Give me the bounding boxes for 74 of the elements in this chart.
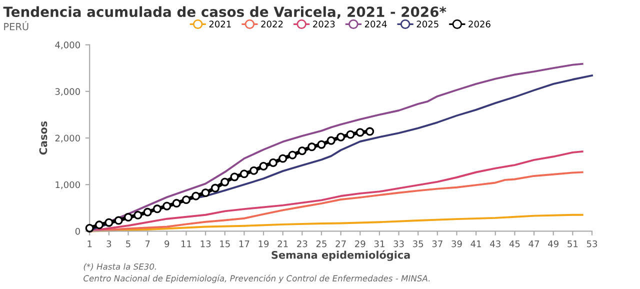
- point: [336, 132, 346, 142]
- legend-label: 2025: [416, 20, 438, 28]
- x-axis-title: Semana epidemiológica: [272, 250, 410, 261]
- x-tick-label: 9: [164, 240, 170, 248]
- y-tick-label: 2,000: [55, 134, 80, 142]
- x-tick-label: 21: [278, 240, 288, 248]
- x-tick-label: 35: [413, 240, 424, 248]
- x-tick-label: 43: [490, 240, 500, 248]
- x-tick-label: 33: [394, 240, 404, 248]
- x-tick-label: 23: [297, 240, 308, 248]
- point: [85, 224, 94, 232]
- y-tick-label: 0: [75, 228, 80, 235]
- text: Centro Nacional de Epidemiología, Prevención y Control de Enfermedades - MINSA.: [84, 274, 430, 284]
- point: [230, 172, 239, 182]
- point: [210, 184, 220, 192]
- x-tick-label: 31: [374, 240, 384, 248]
- legend-label: 2023: [313, 20, 335, 28]
- point: [326, 136, 336, 145]
- point: [298, 146, 306, 156]
- y-tick-label: 1,000: [56, 181, 80, 190]
- point: [240, 170, 248, 178]
- text: (*) Hasta la SE30.: [84, 263, 156, 271]
- point: [288, 150, 297, 160]
- x-tick-label: 51: [568, 240, 578, 248]
- point: [134, 210, 142, 220]
- x-tick-label: 45: [509, 240, 520, 248]
- point: [201, 188, 210, 198]
- point: [259, 162, 268, 170]
- y-tick-label: 4,000: [55, 42, 80, 50]
- x-tick-label: 17: [239, 240, 250, 248]
- legend-label: 2024: [364, 20, 387, 28]
- y-tick-label: 3,000: [55, 88, 80, 96]
- x-tick-label: 5: [126, 240, 130, 248]
- point: [162, 202, 172, 210]
- point: [308, 142, 316, 152]
- point: [268, 158, 278, 168]
- x-tick-label: 7: [145, 240, 150, 248]
- x-tick-label: 3: [106, 240, 112, 248]
- x-tick-label: 27: [336, 240, 346, 248]
- x-tick-label: 19: [258, 240, 269, 248]
- point: [356, 128, 364, 137]
- point: [104, 218, 114, 227]
- x-tick-label: 25: [316, 240, 326, 248]
- y-axis-title: Casos: [39, 121, 48, 155]
- point: [124, 212, 133, 222]
- point: [94, 220, 104, 230]
- point: [192, 192, 200, 200]
- point: [250, 166, 258, 175]
- point: [365, 127, 374, 136]
- x-tick-label: 47: [528, 240, 540, 248]
- x-tick-label: 53: [586, 240, 598, 248]
- legend-label: 2022: [261, 20, 283, 28]
- chart-title: Tendencia acumulada de casos de Varicela, 2021 - 2026*: [3, 6, 446, 19]
- point: [278, 154, 288, 163]
- point: [172, 198, 181, 208]
- x-tick-label: 11: [181, 240, 192, 248]
- x-tick-label: 39: [452, 240, 462, 248]
- legend-label: 2021: [209, 20, 231, 28]
- x-tick-label: 37: [432, 240, 442, 248]
- x-tick-label: 29: [355, 240, 366, 248]
- x-tick-label: 15: [220, 240, 230, 248]
- x-tick-label: 49: [548, 240, 558, 248]
- point: [152, 204, 162, 214]
- legend-label: 2026: [468, 20, 490, 28]
- x-tick-label: 41: [470, 240, 481, 248]
- point: [346, 130, 355, 139]
- point: [317, 140, 326, 149]
- x-tick-label: 1: [88, 240, 92, 248]
- x-tick-label: 13: [200, 240, 211, 248]
- point: [114, 216, 123, 225]
- point: [143, 208, 152, 216]
- point: [182, 195, 191, 204]
- chart-subtitle: PERÚ: [4, 21, 28, 30]
- point: [220, 178, 230, 186]
